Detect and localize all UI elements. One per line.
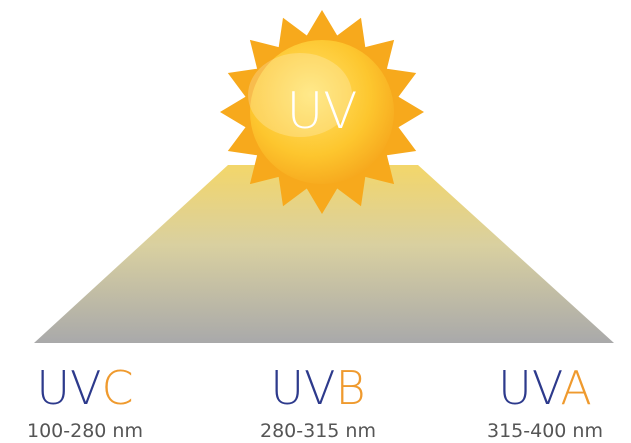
band-range: 100-280 nm bbox=[27, 420, 143, 442]
band-prefix: UV bbox=[270, 361, 335, 415]
band-prefix: UV bbox=[498, 361, 562, 415]
band-letter: B bbox=[336, 361, 366, 415]
band-name: UVB bbox=[270, 361, 365, 415]
band-range: 315-400 nm bbox=[487, 420, 603, 442]
sun: UV bbox=[220, 10, 424, 214]
band-name: UVC bbox=[36, 361, 133, 415]
band-prefix: UV bbox=[36, 361, 101, 415]
band-letter: A bbox=[560, 361, 591, 415]
band-name: UVA bbox=[498, 361, 592, 415]
band-range: 280-315 nm bbox=[260, 420, 376, 442]
uv-diagram: UV UVC100-280 nmUVB280-315 nmUVA315-400 … bbox=[0, 0, 631, 443]
sun-label: UV bbox=[287, 82, 358, 140]
band-letter: C bbox=[102, 361, 134, 415]
